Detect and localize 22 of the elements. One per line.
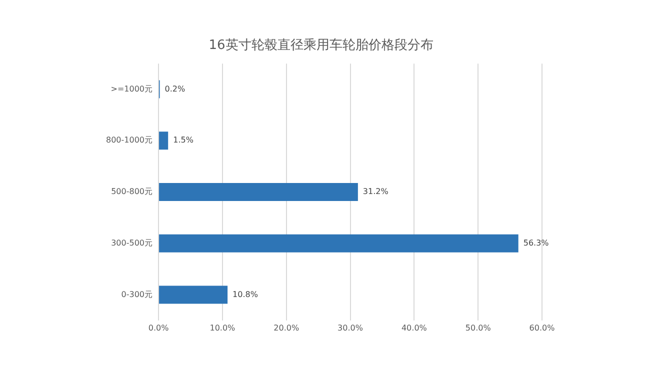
x-tick-label: 10.0%	[210, 323, 236, 332]
y-tick-label: 0-300元	[121, 290, 153, 299]
x-tick-label: 0.0%	[148, 323, 170, 332]
x-tick-label: 30.0%	[338, 323, 364, 332]
y-tick-label: 500-800元	[111, 187, 153, 196]
bar	[159, 183, 358, 201]
data-label: 10.8%	[232, 290, 258, 299]
y-tick-label: 300-500元	[111, 238, 153, 248]
data-label: 0.2%	[164, 84, 186, 94]
bar	[159, 286, 228, 304]
y-tick-label: >=1000元	[110, 84, 153, 94]
data-label: 56.3%	[523, 238, 550, 248]
data-label: 31.2%	[362, 187, 389, 196]
chart-title: 16英寸轮毂直径乘用车轮胎价格段分布	[208, 38, 434, 54]
y-tick-label: 800-1000元	[106, 136, 153, 145]
data-label: 1.5%	[173, 136, 194, 145]
bar	[159, 132, 168, 150]
x-tick-label: 40.0%	[401, 323, 428, 332]
x-tick-label: 20.0%	[274, 323, 300, 332]
bar	[159, 234, 518, 252]
x-tick-label: 50.0%	[465, 323, 492, 332]
x-tick-label: 60.0%	[529, 323, 556, 332]
